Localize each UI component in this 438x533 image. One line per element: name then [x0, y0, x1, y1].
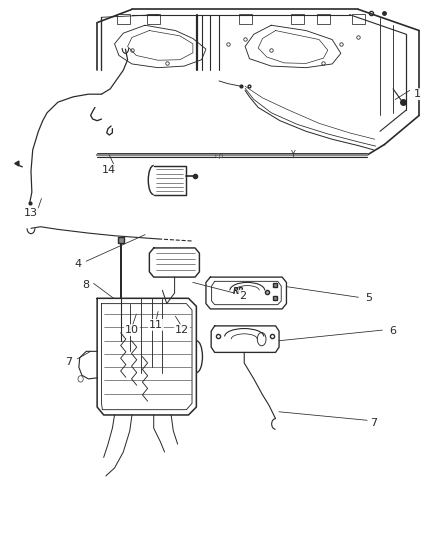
Bar [117, 14, 130, 23]
Text: Cp: Cp [215, 153, 223, 159]
Bar [239, 14, 252, 23]
Text: RR: RR [233, 287, 244, 296]
Text: 2: 2 [240, 290, 247, 301]
Bar [317, 14, 330, 23]
Text: 7: 7 [370, 418, 377, 428]
Text: 11: 11 [149, 320, 163, 330]
Text: Y: Y [291, 150, 295, 159]
Text: 1: 1 [413, 89, 420, 99]
Text: 14: 14 [102, 165, 117, 175]
Text: 5: 5 [366, 293, 373, 303]
Text: 7: 7 [65, 357, 72, 367]
Text: 13: 13 [24, 208, 38, 219]
Text: 6: 6 [389, 326, 396, 336]
Text: 12: 12 [175, 325, 189, 335]
Bar [352, 14, 365, 23]
Text: 8: 8 [83, 280, 90, 290]
Text: 4: 4 [74, 259, 81, 269]
Text: 10: 10 [125, 325, 139, 335]
Bar [291, 14, 304, 23]
Bar [147, 14, 160, 23]
